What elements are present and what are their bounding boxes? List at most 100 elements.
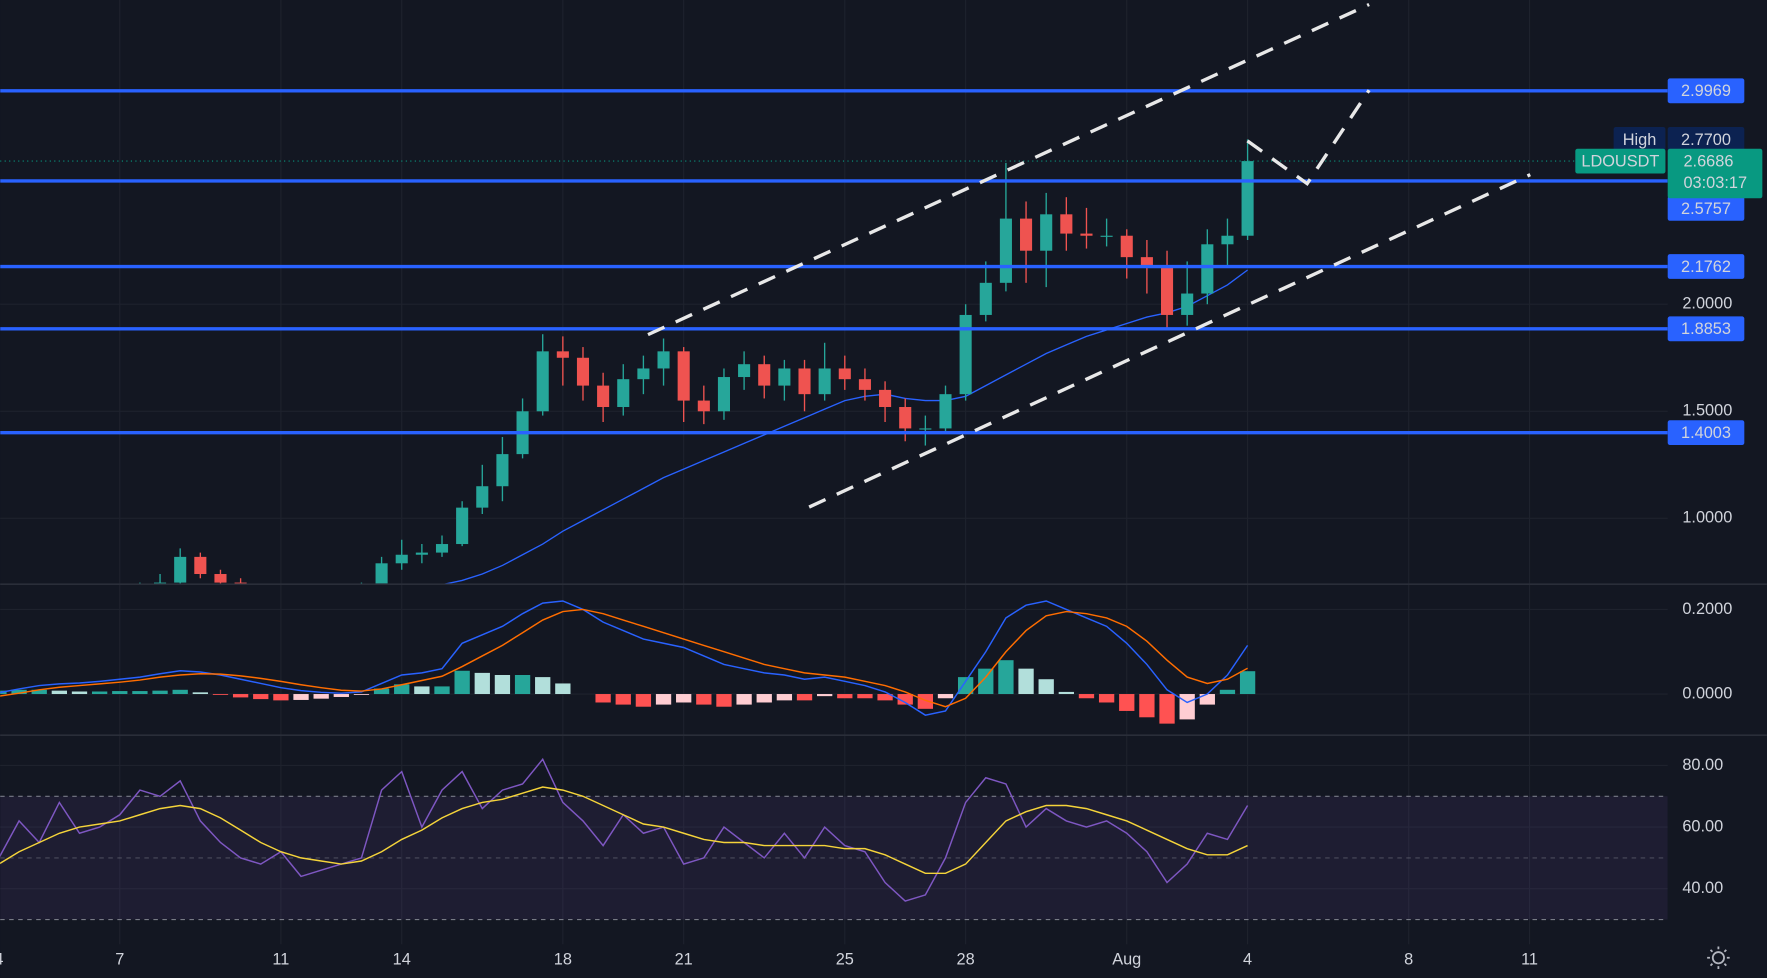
- histogram-bar: [394, 684, 410, 695]
- x-tick-label: 11: [272, 950, 289, 968]
- histogram-bar: [514, 674, 531, 695]
- histogram-bar: [51, 690, 68, 695]
- candle-body: [858, 379, 871, 390]
- projection-path: [1246, 89, 1371, 187]
- last-price: 2.6686: [1683, 153, 1733, 171]
- histogram-bar: [917, 694, 934, 709]
- x-tick-label: 18: [554, 950, 572, 968]
- histogram-bar: [1199, 694, 1215, 705]
- histogram-bar: [414, 686, 430, 695]
- y-tick-label: 0.2000: [1682, 600, 1732, 618]
- candle-body: [1120, 235, 1133, 258]
- candle-body: [1140, 257, 1153, 266]
- signal-line: [0, 608, 1248, 708]
- candle-body: [174, 556, 187, 583]
- histogram-bar: [1078, 694, 1095, 699]
- candle-body: [657, 351, 670, 369]
- candle-body: [194, 556, 207, 575]
- candle-body: [1080, 233, 1093, 236]
- candle-body: [154, 582, 167, 584]
- histogram-bar: [1018, 668, 1034, 695]
- histogram-bar: [1038, 679, 1054, 695]
- candle-body: [879, 389, 892, 408]
- candle-body: [576, 357, 590, 386]
- histogram-bar: [253, 694, 269, 700]
- rsi-pane: [0, 757, 1668, 921]
- histogram-bar: [152, 690, 168, 695]
- candle-body: [717, 377, 731, 412]
- histogram-bar: [373, 688, 390, 695]
- candle-body: [456, 507, 469, 545]
- histogram-bar: [796, 694, 813, 701]
- settings-icon[interactable]: [1707, 946, 1730, 969]
- countdown: 03:03:17: [1683, 174, 1747, 192]
- level-label-box: [1667, 420, 1745, 446]
- candle-body: [214, 574, 227, 583]
- y-tick-label: 40.00: [1682, 879, 1723, 897]
- x-tick-label: 25: [836, 950, 854, 968]
- y-tick-label: 80.00: [1682, 756, 1723, 774]
- moving-average: [443, 269, 1248, 584]
- histogram-bar: [696, 694, 712, 705]
- histogram-bar: [434, 686, 450, 695]
- histogram-bar: [192, 692, 208, 695]
- candle-body: [1221, 235, 1234, 245]
- histogram-bar: [1219, 689, 1236, 695]
- symbol-box: [1575, 148, 1666, 174]
- candle-body: [496, 454, 509, 487]
- histogram-bar: [655, 694, 672, 705]
- histogram-bar: [676, 694, 692, 703]
- histogram-bar: [857, 694, 873, 699]
- candle-body: [556, 351, 569, 358]
- channel-lower: [808, 173, 1531, 509]
- axes: 4 7 11 14 18 21 25 28 Aug 4 8 11 1.0000 1.5000 2.0000 2…: [0, 78, 1763, 968]
- histogram-bar: [998, 660, 1014, 695]
- x-tick-label: 11: [1521, 950, 1538, 968]
- symbol-label: LDOUSDT: [1581, 153, 1659, 171]
- level-label: 2.9969: [1681, 82, 1731, 100]
- candle-body: [1040, 214, 1053, 251]
- histogram-bar: [11, 689, 27, 695]
- candle-body: [838, 368, 851, 380]
- histogram-bar: [232, 694, 249, 698]
- histogram-bar: [978, 668, 994, 695]
- level-label-box: [1667, 196, 1745, 221]
- candle-body: [697, 400, 710, 412]
- histogram-bar: [817, 694, 833, 697]
- histogram-bar: [756, 694, 772, 703]
- x-tick-label: 4: [0, 950, 3, 968]
- candle-body: [999, 218, 1012, 283]
- candle-body: [738, 364, 751, 378]
- histogram-bar: [555, 683, 571, 695]
- histogram-bar: [172, 689, 188, 695]
- candle-body: [778, 368, 791, 386]
- histogram-bar: [1159, 694, 1175, 724]
- candle-body: [234, 582, 247, 584]
- y-tick-label: 0.0000: [1682, 684, 1732, 702]
- candle-body: [435, 544, 449, 553]
- histogram-bar: [595, 694, 611, 703]
- channel-upper: [647, 2, 1370, 337]
- candle-body: [1201, 244, 1214, 294]
- histogram-bar: [1058, 691, 1074, 695]
- candle-body: [939, 394, 952, 429]
- candle-body: [979, 282, 992, 315]
- histogram-bar: [615, 694, 631, 705]
- price-pane: [0, 89, 1668, 584]
- level-label: 1.8853: [1681, 320, 1731, 338]
- histogram-bar: [313, 694, 329, 699]
- y-tick-label: 2.0000: [1682, 295, 1732, 313]
- candle-body: [637, 368, 650, 380]
- histogram-bar: [132, 691, 148, 695]
- y-tick-label: 1.0000: [1682, 509, 1732, 527]
- candle-body: [395, 554, 408, 564]
- x-tick-label: 4: [1243, 950, 1252, 968]
- histogram-bar: [474, 672, 490, 695]
- level-label: 2.5757: [1681, 200, 1731, 218]
- candle-body: [617, 379, 630, 408]
- histogram-bar: [716, 694, 732, 707]
- level-label: 2.1762: [1681, 258, 1731, 276]
- x-tick-label: 14: [393, 950, 411, 968]
